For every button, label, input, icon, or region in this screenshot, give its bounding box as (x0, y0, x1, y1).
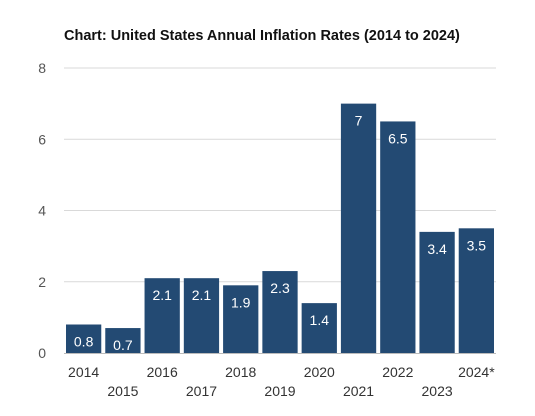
x-tick-label: 2018 (225, 364, 256, 380)
bar (262, 271, 298, 353)
data-label: 6.5 (388, 130, 408, 146)
bar (380, 121, 416, 353)
data-label: 2.1 (152, 287, 172, 303)
x-tick-label: 2019 (264, 383, 295, 399)
x-tick-label: 2017 (186, 383, 217, 399)
x-tick-label: 2015 (107, 383, 138, 399)
bar (340, 103, 377, 353)
bar (458, 228, 494, 353)
x-tick-label: 2021 (343, 383, 374, 399)
data-label: 7 (355, 113, 363, 129)
y-tick-label: 4 (38, 203, 46, 219)
data-label: 1.9 (231, 294, 251, 310)
bar (183, 278, 220, 353)
data-label: 2.1 (192, 287, 212, 303)
x-tick-label: 2024* (458, 364, 495, 380)
chart-title: Chart: United States Annual Inflation Ra… (64, 28, 460, 44)
x-tick-label: 2023 (422, 383, 453, 399)
y-tick-label: 2 (38, 274, 46, 290)
bar (105, 328, 141, 353)
y-tick-label: 0 (38, 345, 46, 361)
x-tick-label: 2020 (304, 364, 335, 380)
y-tick-label: 6 (38, 131, 46, 147)
bar (66, 324, 102, 353)
data-label: 0.8 (74, 334, 94, 350)
data-label: 2.3 (270, 280, 290, 296)
bar (223, 285, 259, 353)
x-tick-label: 2014 (68, 364, 99, 380)
bar (419, 231, 455, 353)
x-tick-label: 2016 (147, 364, 178, 380)
y-tick-label: 8 (38, 60, 46, 76)
bar (144, 278, 180, 353)
x-tick-label: 2022 (382, 364, 413, 380)
data-label: 1.4 (310, 312, 330, 328)
bar (301, 303, 337, 353)
data-label: 3.4 (427, 241, 447, 257)
data-label: 3.5 (467, 237, 487, 253)
data-label: 0.7 (113, 337, 133, 353)
